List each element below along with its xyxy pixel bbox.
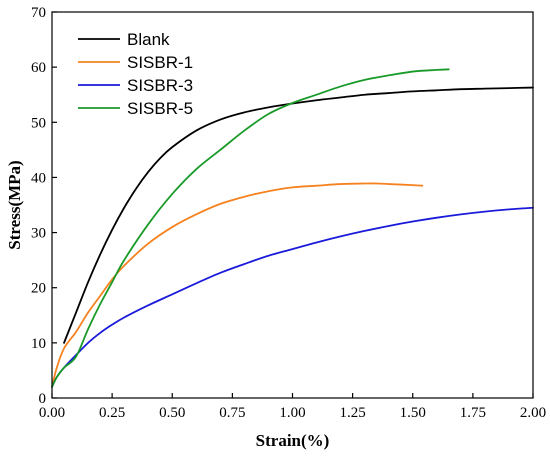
plot-lines xyxy=(51,68,534,388)
x-tick-label: 0.75 xyxy=(219,405,245,421)
legend-label-sisbr-1: SISBR-1 xyxy=(127,53,193,72)
x-tick-label: 1.50 xyxy=(400,405,426,421)
legend-label-blank: Blank xyxy=(127,30,170,49)
x-tick-label: 1.25 xyxy=(340,405,366,421)
plot-frame xyxy=(51,11,534,399)
series-line-sisbr-5 xyxy=(51,68,450,388)
legend: Blank SISBR-1 SISBR-3 SISBR-5 xyxy=(78,30,193,118)
legend-label-sisbr-3: SISBR-3 xyxy=(127,76,193,95)
series-line-sisbr-1 xyxy=(51,182,424,388)
y-tick-label: 20 xyxy=(31,281,46,297)
y-axis-title: Stress(MPa) xyxy=(5,160,24,249)
y-axis-ticks: 0 10 20 30 40 50 60 70 xyxy=(31,5,57,407)
y-tick-label: 50 xyxy=(31,115,46,131)
x-tick-label: 1.00 xyxy=(279,405,305,421)
x-tick-label: 1.75 xyxy=(460,405,486,421)
x-tick-label: 0.50 xyxy=(159,405,185,421)
y-tick-label: 30 xyxy=(31,226,46,242)
y-tick-label: 10 xyxy=(31,336,46,352)
x-tick-label: 0.25 xyxy=(99,405,125,421)
series-line-blank xyxy=(63,86,534,344)
x-tick-label: 0.00 xyxy=(39,405,65,421)
y-tick-label: 60 xyxy=(31,60,46,76)
series-line-sisbr-3 xyxy=(51,206,534,388)
legend-label-sisbr-5: SISBR-5 xyxy=(127,99,193,118)
x-axis-ticks: 0.00 0.25 0.50 0.75 1.00 1.25 1.50 1.75 2.00 xyxy=(39,393,546,421)
x-tick-label: 2.00 xyxy=(520,405,546,421)
y-tick-label: 40 xyxy=(31,170,46,186)
y-tick-label: 70 xyxy=(31,5,46,21)
x-axis-title: Strain(%) xyxy=(256,431,330,450)
y-tick-label: 0 xyxy=(39,391,47,407)
